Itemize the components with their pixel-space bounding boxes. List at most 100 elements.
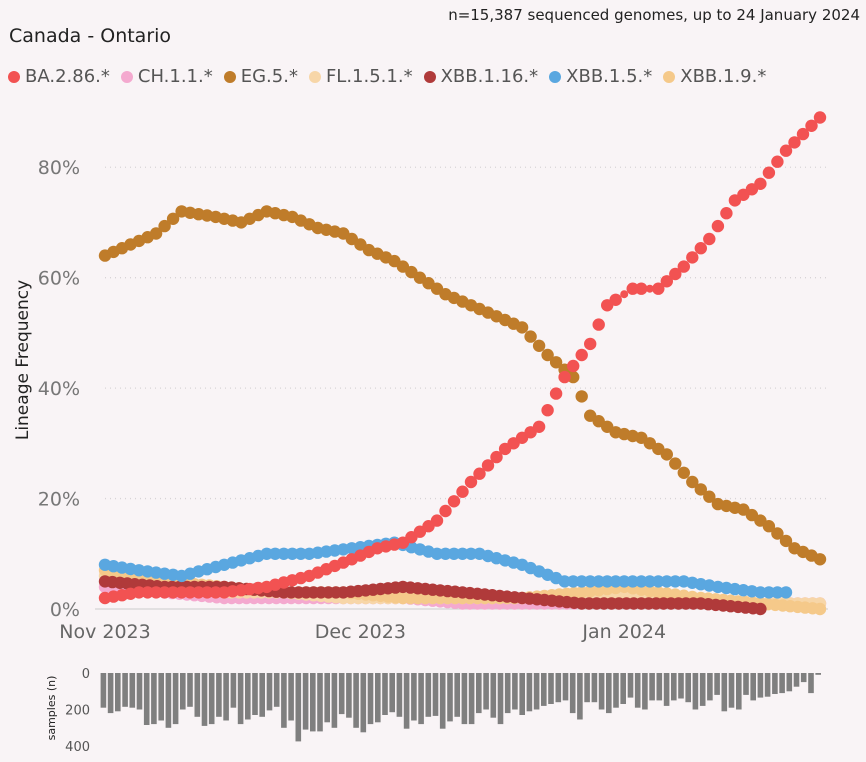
data-point: [788, 136, 801, 149]
data-point: [430, 547, 444, 560]
data-point: [286, 547, 299, 560]
samples-bar: [302, 673, 309, 730]
data-point: [660, 575, 673, 588]
samples-bar: [699, 673, 706, 706]
samples-bar: [577, 673, 583, 720]
samples-bar: [707, 673, 713, 701]
samples-bar: [454, 673, 460, 717]
samples-bar: [338, 673, 345, 715]
data-point: [277, 547, 290, 560]
legend-marker: [120, 70, 133, 83]
data-point: [592, 575, 605, 588]
legend-label: XBB.1.5.*: [566, 66, 653, 87]
data-point: [669, 575, 682, 588]
data-point: [813, 553, 827, 566]
data-point: [567, 575, 580, 588]
samples-bar: [656, 673, 663, 701]
x-tick-label: Dec 2023: [315, 621, 406, 643]
data-point: [635, 282, 648, 295]
legend-item[interactable]: FL.1.5.1.*: [308, 66, 413, 87]
legend-item[interactable]: EG.5.*: [223, 66, 298, 87]
samples-bar: [245, 673, 251, 720]
data-point: [805, 119, 818, 132]
data-point: [175, 586, 188, 599]
data-point: [620, 290, 629, 299]
samples-bar: [642, 673, 648, 710]
samples-bar: [678, 673, 684, 699]
data-point: [575, 348, 588, 362]
samples-bar: [721, 673, 728, 712]
data-point: [677, 260, 690, 273]
data-point: [609, 293, 622, 306]
data-point: [660, 275, 673, 288]
data-point: [813, 602, 827, 616]
samples-bar: [129, 673, 136, 708]
data-point: [439, 504, 452, 518]
samples-bar: [468, 673, 475, 725]
legend-label: XBB.1.9.*: [680, 66, 767, 87]
samples-bar: [779, 673, 785, 694]
chart-title: Canada - Ontario: [9, 25, 172, 47]
data-point: [584, 337, 597, 351]
samples-bar: [555, 673, 562, 703]
legend-marker: [8, 70, 20, 83]
samples-bar: [310, 673, 316, 732]
samples-bar: [107, 673, 114, 714]
x-tick-label: Nov 2023: [59, 621, 150, 643]
samples-bar: [122, 673, 128, 707]
chart-subtitle: n=15,387 sequenced genomes, up to 24 Jan…: [448, 6, 860, 24]
samples-bar: [403, 673, 410, 729]
data-point: [720, 207, 733, 220]
data-point: [158, 586, 171, 599]
data-point: [447, 495, 461, 508]
samples-bar: [389, 673, 395, 713]
samples-bar: [569, 673, 576, 714]
samples-bar: [786, 673, 793, 692]
samples-bar: [634, 673, 641, 708]
samples-bar: [598, 673, 605, 710]
data-point: [645, 284, 654, 293]
legend-item[interactable]: CH.1.1.*: [120, 66, 213, 87]
data-point: [609, 575, 622, 588]
legend-item[interactable]: XBB.1.5.*: [549, 66, 652, 87]
samples-bar: [736, 673, 742, 710]
data-point: [473, 467, 486, 480]
samples-bar: [151, 673, 157, 725]
data-point: [694, 242, 707, 255]
samples-bar: [743, 673, 749, 695]
legend-item[interactable]: XBB.1.16.*: [423, 66, 539, 87]
legend-label: XBB.1.16.*: [440, 66, 539, 87]
samples-bar: [158, 673, 164, 721]
samples-bar: [606, 673, 612, 714]
data-point: [779, 534, 793, 548]
legend-marker: [663, 70, 676, 83]
y-tick-label: 40%: [38, 378, 80, 400]
samples-bar: [533, 673, 540, 710]
legend-item[interactable]: BA.2.86.*: [8, 66, 110, 87]
samples-bar: [418, 673, 424, 725]
samples-bar: [273, 673, 280, 707]
data-point: [549, 387, 563, 400]
data-point: [464, 475, 478, 489]
legend-marker: [308, 70, 321, 83]
legend-label: FL.1.5.1.*: [325, 66, 413, 87]
data-point: [575, 575, 588, 588]
data-point: [677, 466, 690, 479]
samples-bar: [266, 673, 273, 711]
legend-item[interactable]: XBB.1.9.*: [663, 66, 766, 87]
samples-bar: [411, 673, 417, 721]
samples-bar: [425, 673, 432, 717]
samples-bar: [324, 673, 330, 723]
samples-bar: [317, 673, 323, 732]
y-tick-label: 60%: [38, 268, 80, 290]
samples-bar: [562, 673, 569, 701]
legend-label: CH.1.1.*: [137, 66, 213, 87]
data-point: [166, 586, 180, 599]
samples-bar: [447, 673, 453, 722]
samples-bar: [353, 673, 359, 728]
samples-bar: [295, 673, 302, 742]
samples-bar: [504, 673, 511, 714]
samples-bar: [360, 673, 367, 733]
data-point: [652, 282, 665, 295]
